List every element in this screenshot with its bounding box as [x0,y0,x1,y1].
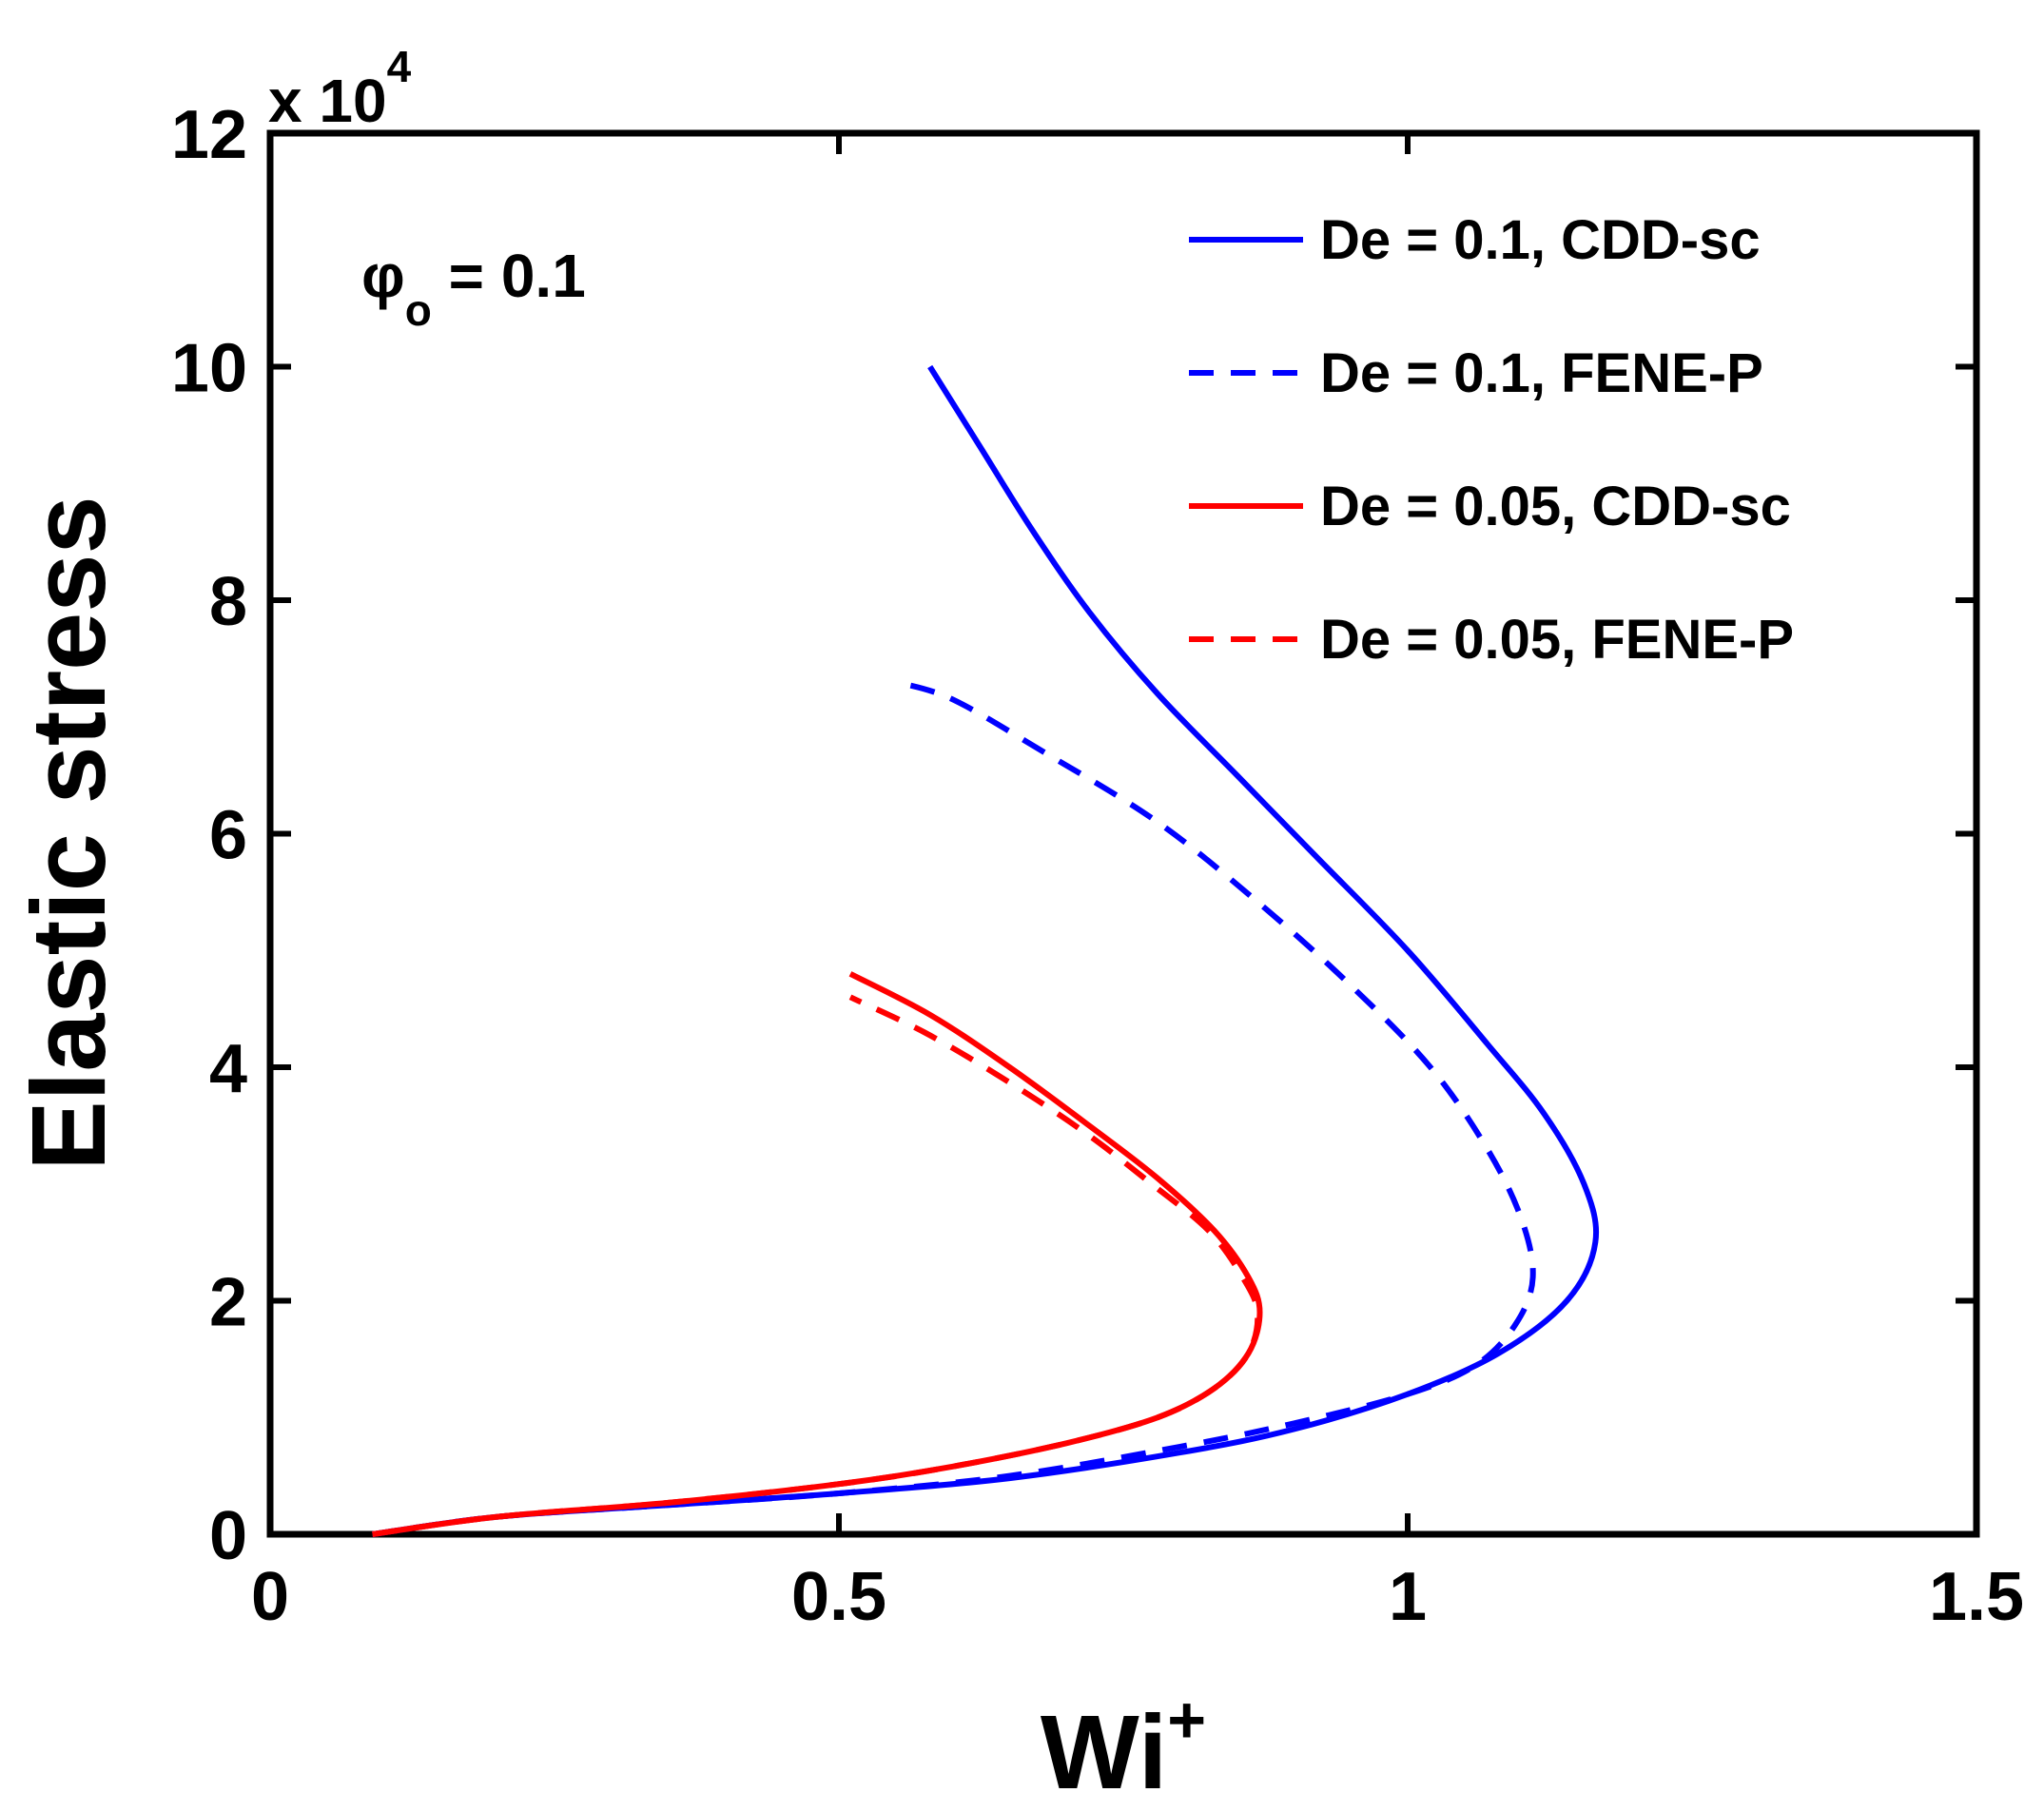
y-tick-label: 6 [209,798,247,874]
series-line-de-0-05-fene-p [372,994,1261,1537]
legend-label-de-0-1-cdd-sc: De = 0.1, CDD-sc [1320,209,1761,271]
series-line-de-0-1-fene-p [372,679,1536,1537]
legend-label-de-0-05-cdd-sc: De = 0.05, CDD-sc [1320,476,1791,537]
y-multiplier-label: x 104 [268,42,412,135]
x-axis-title-sup: + [1167,1683,1206,1757]
series-line-de-0-05-cdd-sc [372,971,1263,1537]
y-tick-label: 4 [209,1031,247,1107]
series-line-de-0-1-cdd-sc [372,364,1600,1537]
legend: De = 0.1, CDD-sc De = 0.1, FENE-P De = 0.0… [1189,209,1794,671]
ticks-layer: 0 0.5 1 1.5 0 2 4 6 8 10 12 [171,97,2024,1635]
y-axis-title: Elastic stress [10,496,127,1170]
x-tick-label: 0 [251,1559,289,1635]
y-multiplier-exponent: 4 [387,42,412,91]
legend-label-de-0-1-fene-p: De = 0.1, FENE-P [1320,342,1763,404]
phi-symbol: φ [361,242,405,310]
y-tick-label: 2 [209,1265,247,1341]
legend-label-de-0-05-fene-p: De = 0.05, FENE-P [1320,609,1794,671]
y-tick-label: 8 [209,564,247,640]
y-tick-label: 12 [171,97,247,173]
phi-annotation: φo = 0.1 [361,242,586,335]
y-tick-label: 10 [171,331,247,407]
x-tick-label: 1 [1389,1559,1427,1635]
x-axis-title-main: Wi [1041,1694,1167,1811]
x-tick-label: 0.5 [791,1559,886,1635]
x-axis-title: Wi+ [1041,1683,1206,1811]
series-layer [372,364,1600,1537]
y-tick-label: 0 [209,1498,247,1574]
phi-subscript: o [405,285,432,335]
phi-value: = 0.1 [432,242,586,310]
x-tick-label: 1.5 [1929,1559,2024,1635]
y-multiplier-prefix: x 10 [268,67,387,135]
